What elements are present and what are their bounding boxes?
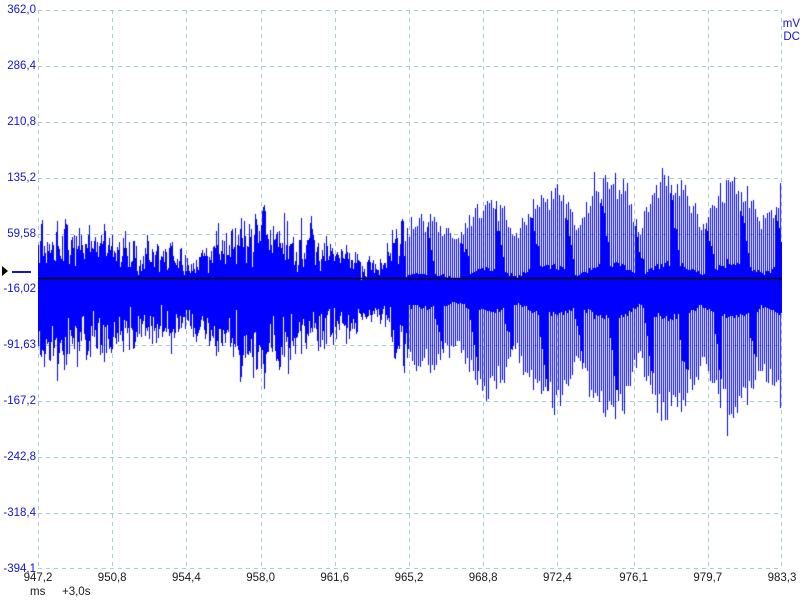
triangle-icon bbox=[2, 266, 8, 276]
x-axis-tick-label: 947,2 bbox=[23, 572, 53, 584]
y-axis-tick-label: 362,0 bbox=[7, 4, 36, 16]
y-axis-tick-label: -318,4 bbox=[3, 507, 36, 520]
x-axis-offset-label: +3,0s bbox=[62, 586, 91, 598]
x-axis-tick-label: 983,3 bbox=[767, 572, 797, 584]
x-axis-tick-label: 965,2 bbox=[394, 572, 424, 584]
x-axis-tick-label: 972,4 bbox=[542, 572, 572, 584]
x-axis-tick-label: 968,8 bbox=[468, 572, 498, 584]
cursor-level-tick bbox=[12, 271, 31, 273]
cursor-level-marker-icon[interactable] bbox=[2, 266, 9, 277]
y-axis-tick-label: 210,8 bbox=[7, 115, 36, 128]
y-axis-label-group: 362,0 286,4 210,8 135,2 59,58 -16,02 -91,63 -16… bbox=[0, 0, 36, 600]
x-axis-tick-label: 950,8 bbox=[97, 572, 127, 584]
y-axis-tick-label: 286,4 bbox=[7, 59, 36, 72]
y-axis-tick-label: 59,58 bbox=[7, 227, 36, 240]
y-axis-coupling-label: DC bbox=[783, 31, 800, 43]
y-axis-tick-label: -91,63 bbox=[3, 339, 36, 352]
x-axis-tick-label: 954,4 bbox=[171, 572, 201, 584]
y-axis-unit-label: mV bbox=[782, 18, 800, 30]
y-axis-tick-label: -242,8 bbox=[3, 451, 36, 464]
x-axis-tick-label: 961,6 bbox=[320, 572, 350, 584]
x-axis-tick-label: 979,7 bbox=[693, 572, 723, 584]
y-axis-tick-label: -394,1 bbox=[3, 563, 36, 575]
x-axis-tick-label: 976,1 bbox=[619, 572, 648, 584]
zero-baseline bbox=[38, 277, 782, 280]
y-axis-tick-label: 135,2 bbox=[7, 171, 36, 184]
y-axis-tick-label: -167,2 bbox=[3, 395, 36, 408]
waveform-trace bbox=[38, 10, 782, 569]
x-axis-tick-label: 958,0 bbox=[246, 572, 275, 584]
plot-area[interactable] bbox=[38, 10, 782, 569]
y-axis-tick-label: -16,02 bbox=[3, 283, 36, 296]
x-axis-unit-label: ms bbox=[30, 586, 46, 598]
